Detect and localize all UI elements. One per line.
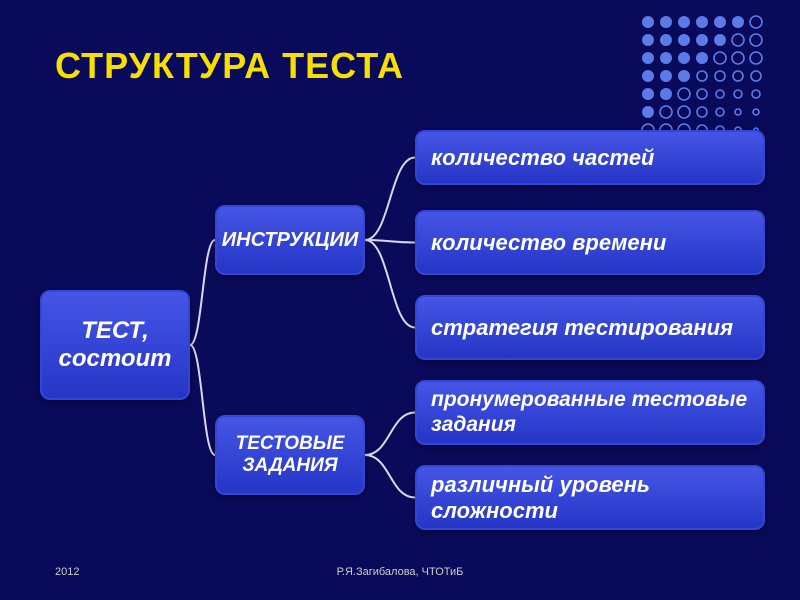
footer-year: 2012	[55, 566, 79, 578]
slide-title: СТРУКТУРА ТЕСТА	[55, 45, 404, 87]
diagram-node-leaf2: количество времени	[415, 210, 765, 275]
diagram-node-leaf1: количество частей	[415, 130, 765, 185]
diagram-node-root: ТЕСТ, состоит	[40, 290, 190, 400]
diagram-node-mid1: ИНСТРУКЦИИ	[215, 205, 365, 275]
diagram-node-leaf4: пронумерованные тестовые задания	[415, 380, 765, 445]
footer-author: Р.Я.Загибалова, ЧТОТиБ	[337, 566, 464, 578]
diagram-node-leaf5: различный уровень сложности	[415, 465, 765, 530]
diagram-node-leaf3: стратегия тестирования	[415, 295, 765, 360]
diagram-node-mid2: ТЕСТОВЫЕ ЗАДАНИЯ	[215, 415, 365, 495]
